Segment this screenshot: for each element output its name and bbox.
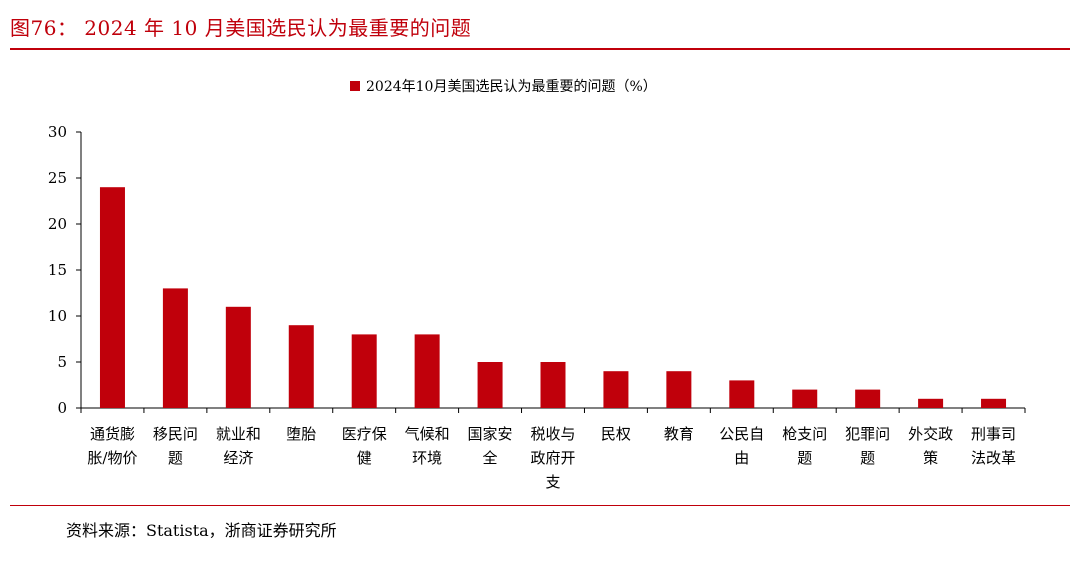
y-tick-label: 10 [48, 307, 67, 325]
legend-swatch [350, 81, 360, 91]
x-tick-label: 外交政策 [908, 425, 953, 467]
x-tick-label: 犯罪问题 [845, 425, 890, 467]
x-tick-label: 公民自由 [719, 425, 764, 467]
bar [603, 371, 629, 408]
x-tick-label: 税收与政府开支 [530, 425, 575, 491]
bar [792, 389, 818, 408]
bar [666, 371, 692, 408]
bar [99, 187, 125, 408]
bar-chart: 2024年10月美国选民认为最重要的问题（%） 0 5 10 15 20 25 30 通货膨胀/… [48, 79, 1026, 491]
x-tick-label: 民权 [601, 425, 631, 443]
source-note: 资料来源：Statista，浙商证券研究所 [66, 521, 337, 540]
x-tick-label: 国家安全 [468, 425, 513, 467]
x-tick-label: 教育 [664, 425, 694, 443]
x-tick-label: 通货膨胀/物价 [87, 425, 137, 467]
figure-title: 图76： 2024 年 10 月美国选民认为最重要的问题 [10, 16, 472, 40]
bottom-divider [10, 505, 1070, 506]
bar [162, 288, 188, 408]
x-tick-label: 堕胎 [286, 425, 316, 443]
bar [540, 362, 566, 408]
y-tick-label: 30 [48, 123, 67, 141]
y-tick-label: 5 [57, 353, 67, 371]
bar [351, 334, 377, 408]
bar [729, 380, 755, 408]
bar [288, 325, 314, 408]
title-divider [10, 48, 1070, 50]
x-tick-label: 气候和环境 [405, 425, 450, 467]
bar [225, 306, 251, 408]
x-tick-label: 枪支问题 [782, 425, 827, 467]
x-tick-label: 移民问题 [153, 425, 198, 467]
x-tick-label: 医疗保健 [342, 425, 387, 467]
y-tick-label: 0 [57, 399, 67, 417]
y-tick-label: 15 [48, 261, 67, 279]
bar [855, 389, 881, 408]
y-tick-label: 25 [48, 169, 67, 187]
bar [414, 334, 440, 408]
bar [918, 398, 944, 408]
bar [981, 398, 1007, 408]
bar [477, 362, 503, 408]
x-tick-label: 就业和经济 [216, 425, 261, 467]
y-tick-label: 20 [48, 215, 67, 233]
legend-label: 2024年10月美国选民认为最重要的问题（%） [366, 79, 657, 95]
x-tick-label: 刑事司法改革 [971, 425, 1016, 467]
